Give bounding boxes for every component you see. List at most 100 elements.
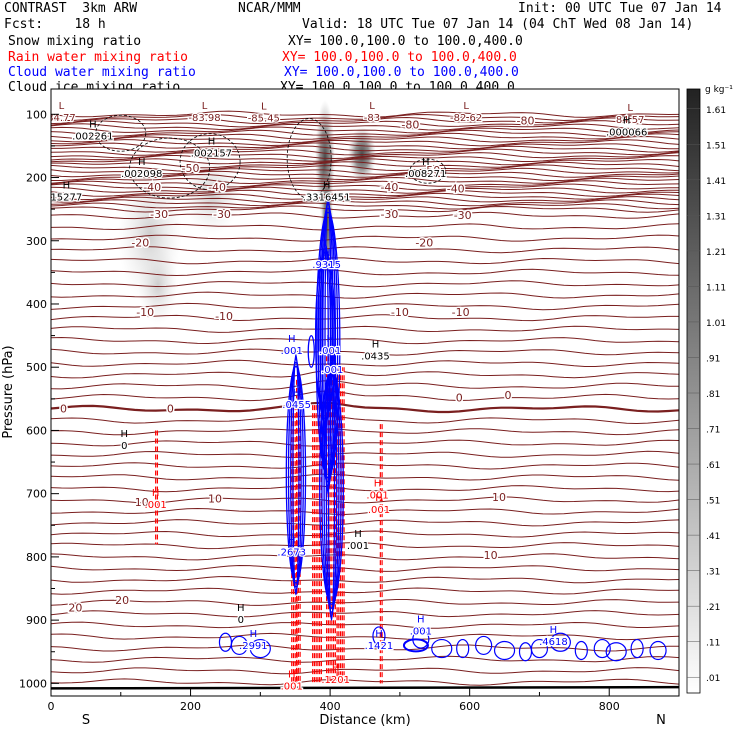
max-min-mark: H [354, 529, 362, 540]
max-min-value: .001 [319, 346, 341, 357]
temperature-label: -50 [422, 164, 440, 177]
max-min-value: 15277 [50, 193, 82, 204]
max-min-mark: H [288, 535, 296, 546]
max-min-mark: H [323, 248, 331, 259]
x-axis-label: Distance (km) [319, 713, 410, 728]
max-min-value: -83 [364, 113, 380, 124]
temperature-isoline [51, 348, 679, 356]
cloud-water-isoline [325, 357, 338, 617]
init-time: Init: 00 UTC Tue 07 Jan 14 [518, 1, 722, 16]
cloud-water-isoline [292, 353, 300, 596]
temperature-isoline [51, 667, 679, 675]
temperature-isoline [51, 369, 679, 379]
temperature-isoline [51, 268, 679, 277]
temperature-isoline [51, 183, 679, 191]
temperature-isoline [51, 655, 679, 663]
max-min-mark: H [63, 181, 71, 192]
colorbar: g kg⁻¹ 1.61 1.51 1.41 1.31 1.21 1.11 1.01 .91 .8… [686, 85, 733, 694]
cloud-water-isoline [290, 357, 302, 592]
temperature-isoline [51, 202, 679, 210]
temperature-labels: -80 -80 -50 -50 -40 -40 -40 -40 -30 -30 -30 -30 -20 -… [59, 113, 536, 616]
temperature-isoline [51, 644, 679, 652]
cloud-ice-contours [95, 114, 447, 199]
temperature-isoline [51, 621, 679, 629]
temperature-isoline [51, 170, 679, 178]
cloud-water-isoline [321, 365, 342, 609]
temperature-label: -40 [143, 181, 161, 194]
temperature-isoline [51, 564, 679, 572]
cloud-water-isoline [230, 635, 248, 656]
temperature-isoline [51, 142, 679, 150]
temperature-isoline [51, 587, 679, 595]
max-min-value: .9315 [312, 260, 341, 271]
max-min-value: .3316451 [303, 193, 351, 204]
max-min-mark: H [328, 353, 336, 364]
temperature-isoline [51, 192, 679, 201]
temperature-isoline [51, 599, 679, 606]
temperature-isoline [51, 120, 679, 128]
field-xy-snow: XY= 100.0,100.0 to 100.0,400.0 [288, 34, 523, 49]
colorbar-tick-label: .11 [706, 639, 720, 649]
max-min-value: 84.77 [47, 113, 76, 124]
max-min-mark: H [89, 119, 97, 130]
cloud-water-isoline [530, 638, 549, 659]
colorbar-tick-label: .01 [706, 674, 720, 684]
temperature-isoline [51, 632, 679, 641]
max-min-mark: H [121, 429, 129, 440]
cloud-water-isoline [593, 638, 611, 659]
y-tick-label: 700 [26, 488, 47, 501]
temperature-isoline [51, 325, 679, 333]
temperature-isoline [51, 291, 679, 299]
max-min-value: .002261 [72, 131, 113, 142]
max-min-mark: H [138, 157, 146, 168]
max-min-mark: H [288, 334, 296, 345]
colorbar-tick-label: .61 [706, 461, 720, 471]
cloud-ice-isoline [129, 137, 211, 199]
temperature-label: 0 [505, 389, 512, 402]
temperature-isoline [51, 116, 679, 125]
temperature-label: -30 [380, 208, 398, 221]
x-tick-label: 200 [180, 700, 201, 713]
cloud-water-isoline [327, 353, 336, 621]
temperature-isoline [51, 196, 679, 204]
valid-time: Valid: 18 UTC Tue 07 Jan 14 (04 ChT Wed … [302, 17, 694, 32]
temperature-isoline [51, 158, 679, 166]
temperature-isoline [51, 610, 679, 618]
axes: 0 200 400 600 800100200300400500600700800900… [19, 108, 680, 713]
max-min-mark: H [323, 181, 331, 192]
temperature-isoline [51, 155, 679, 162]
temperature-label: -10 [391, 306, 409, 319]
colorbar-tick-label: 1.41 [706, 177, 726, 187]
field-xy-cloud-water: XY= 100.0,100.0 to 100.0,400.0 [284, 65, 519, 80]
max-min-value: .1421 [365, 641, 394, 652]
temperature-label: -10 [215, 310, 233, 323]
temperature-isoline [51, 176, 679, 185]
cloud-water-isoline [287, 361, 304, 588]
y-tick-label: 1000 [19, 677, 47, 690]
cloud-water-isoline [649, 640, 667, 661]
temperature-isoline [51, 380, 679, 390]
max-min-value: .000066 [606, 127, 647, 138]
temperature-isoline [51, 123, 679, 131]
max-min-value: .001 [145, 500, 167, 511]
max-min-value: .2991 [239, 641, 268, 652]
temperature-isoline [51, 473, 679, 481]
temperature-isoline [51, 401, 679, 414]
cloud-water-isoline [574, 640, 588, 661]
temperature-isoline [51, 129, 679, 137]
temperature-isoline [51, 575, 679, 584]
max-min-mark: L [261, 102, 267, 113]
max-min-mark: H [550, 625, 558, 636]
temperature-label: -80 [401, 118, 419, 131]
temperature-label: -40 [447, 182, 465, 195]
max-min-value: -82.62 [450, 113, 482, 124]
max-min-value: .4618 [539, 637, 568, 648]
cloud-water-isoline [493, 640, 516, 661]
x-tick-label: 600 [459, 700, 480, 713]
north-label: N [656, 713, 666, 728]
max-min-value: .0455 [282, 400, 311, 411]
max-min-value: .001 [410, 626, 432, 637]
colorbar-tick-label: .41 [706, 532, 720, 542]
temperature-isoline [51, 211, 679, 220]
max-min-value: .1201 [321, 675, 350, 686]
